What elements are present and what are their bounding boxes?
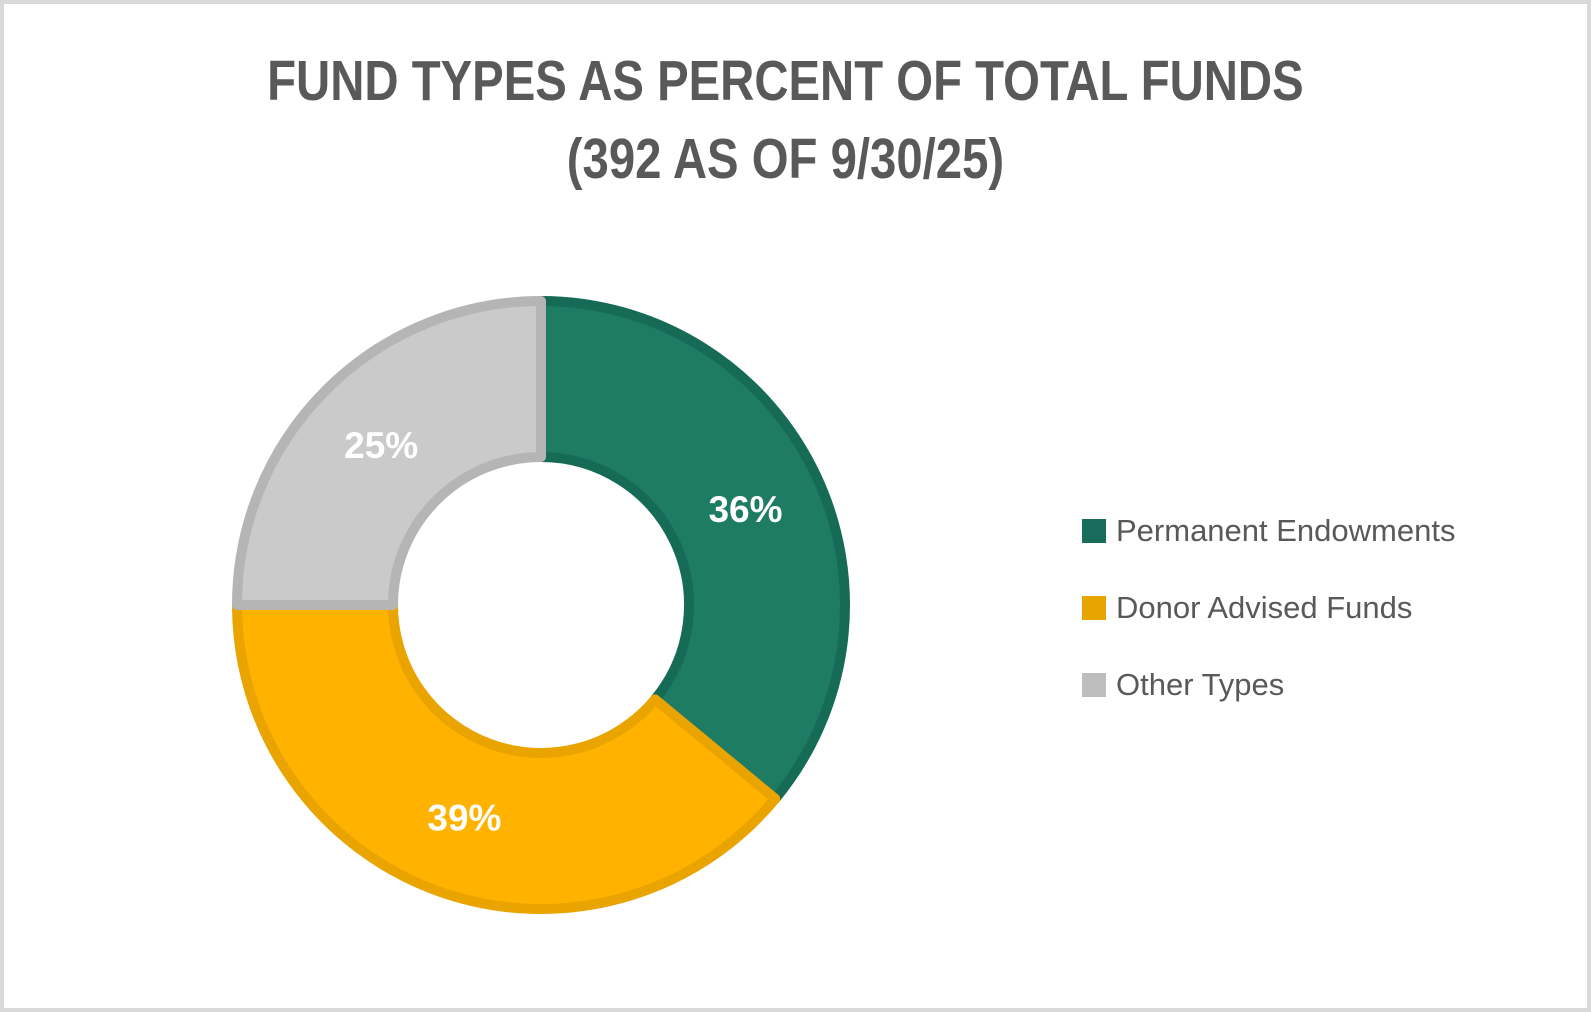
donut-chart: 36% 39% 25% <box>232 296 850 914</box>
legend-swatch-green <box>1082 519 1106 543</box>
chart-title: FUND TYPES AS PERCENT OF TOTAL FUNDS (39… <box>4 42 1567 198</box>
chart-title-line2: (392 AS OF 9/30/25) <box>566 127 1005 191</box>
legend-swatch-gray <box>1082 673 1106 697</box>
chart-title-line1: FUND TYPES AS PERCENT OF TOTAL FUNDS <box>267 49 1304 113</box>
slice-label-donor-advised-funds: 39% <box>427 798 501 839</box>
legend-label: Permanent Endowments <box>1116 513 1456 548</box>
legend-label: Donor Advised Funds <box>1116 590 1413 625</box>
legend-label: Other Types <box>1116 667 1285 702</box>
slice-label-permanent-endowments: 36% <box>708 489 782 530</box>
donut-chart-area: 36% 39% 25% <box>201 265 881 945</box>
donut-slice-permanent-endowments <box>536 296 850 804</box>
legend-item-permanent-endowments: Permanent Endowments <box>1082 509 1455 553</box>
legend: Permanent Endowments Donor Advised Funds… <box>1082 509 1455 740</box>
legend-swatch-yellow <box>1082 596 1106 620</box>
slice-label-other-types: 25% <box>344 425 418 466</box>
legend-item-other-types: Other Types <box>1082 663 1455 707</box>
donut-slice-donor-advised-funds <box>232 600 781 914</box>
donut-slice-other-types <box>232 296 546 610</box>
legend-item-donor-advised-funds: Donor Advised Funds <box>1082 586 1455 630</box>
